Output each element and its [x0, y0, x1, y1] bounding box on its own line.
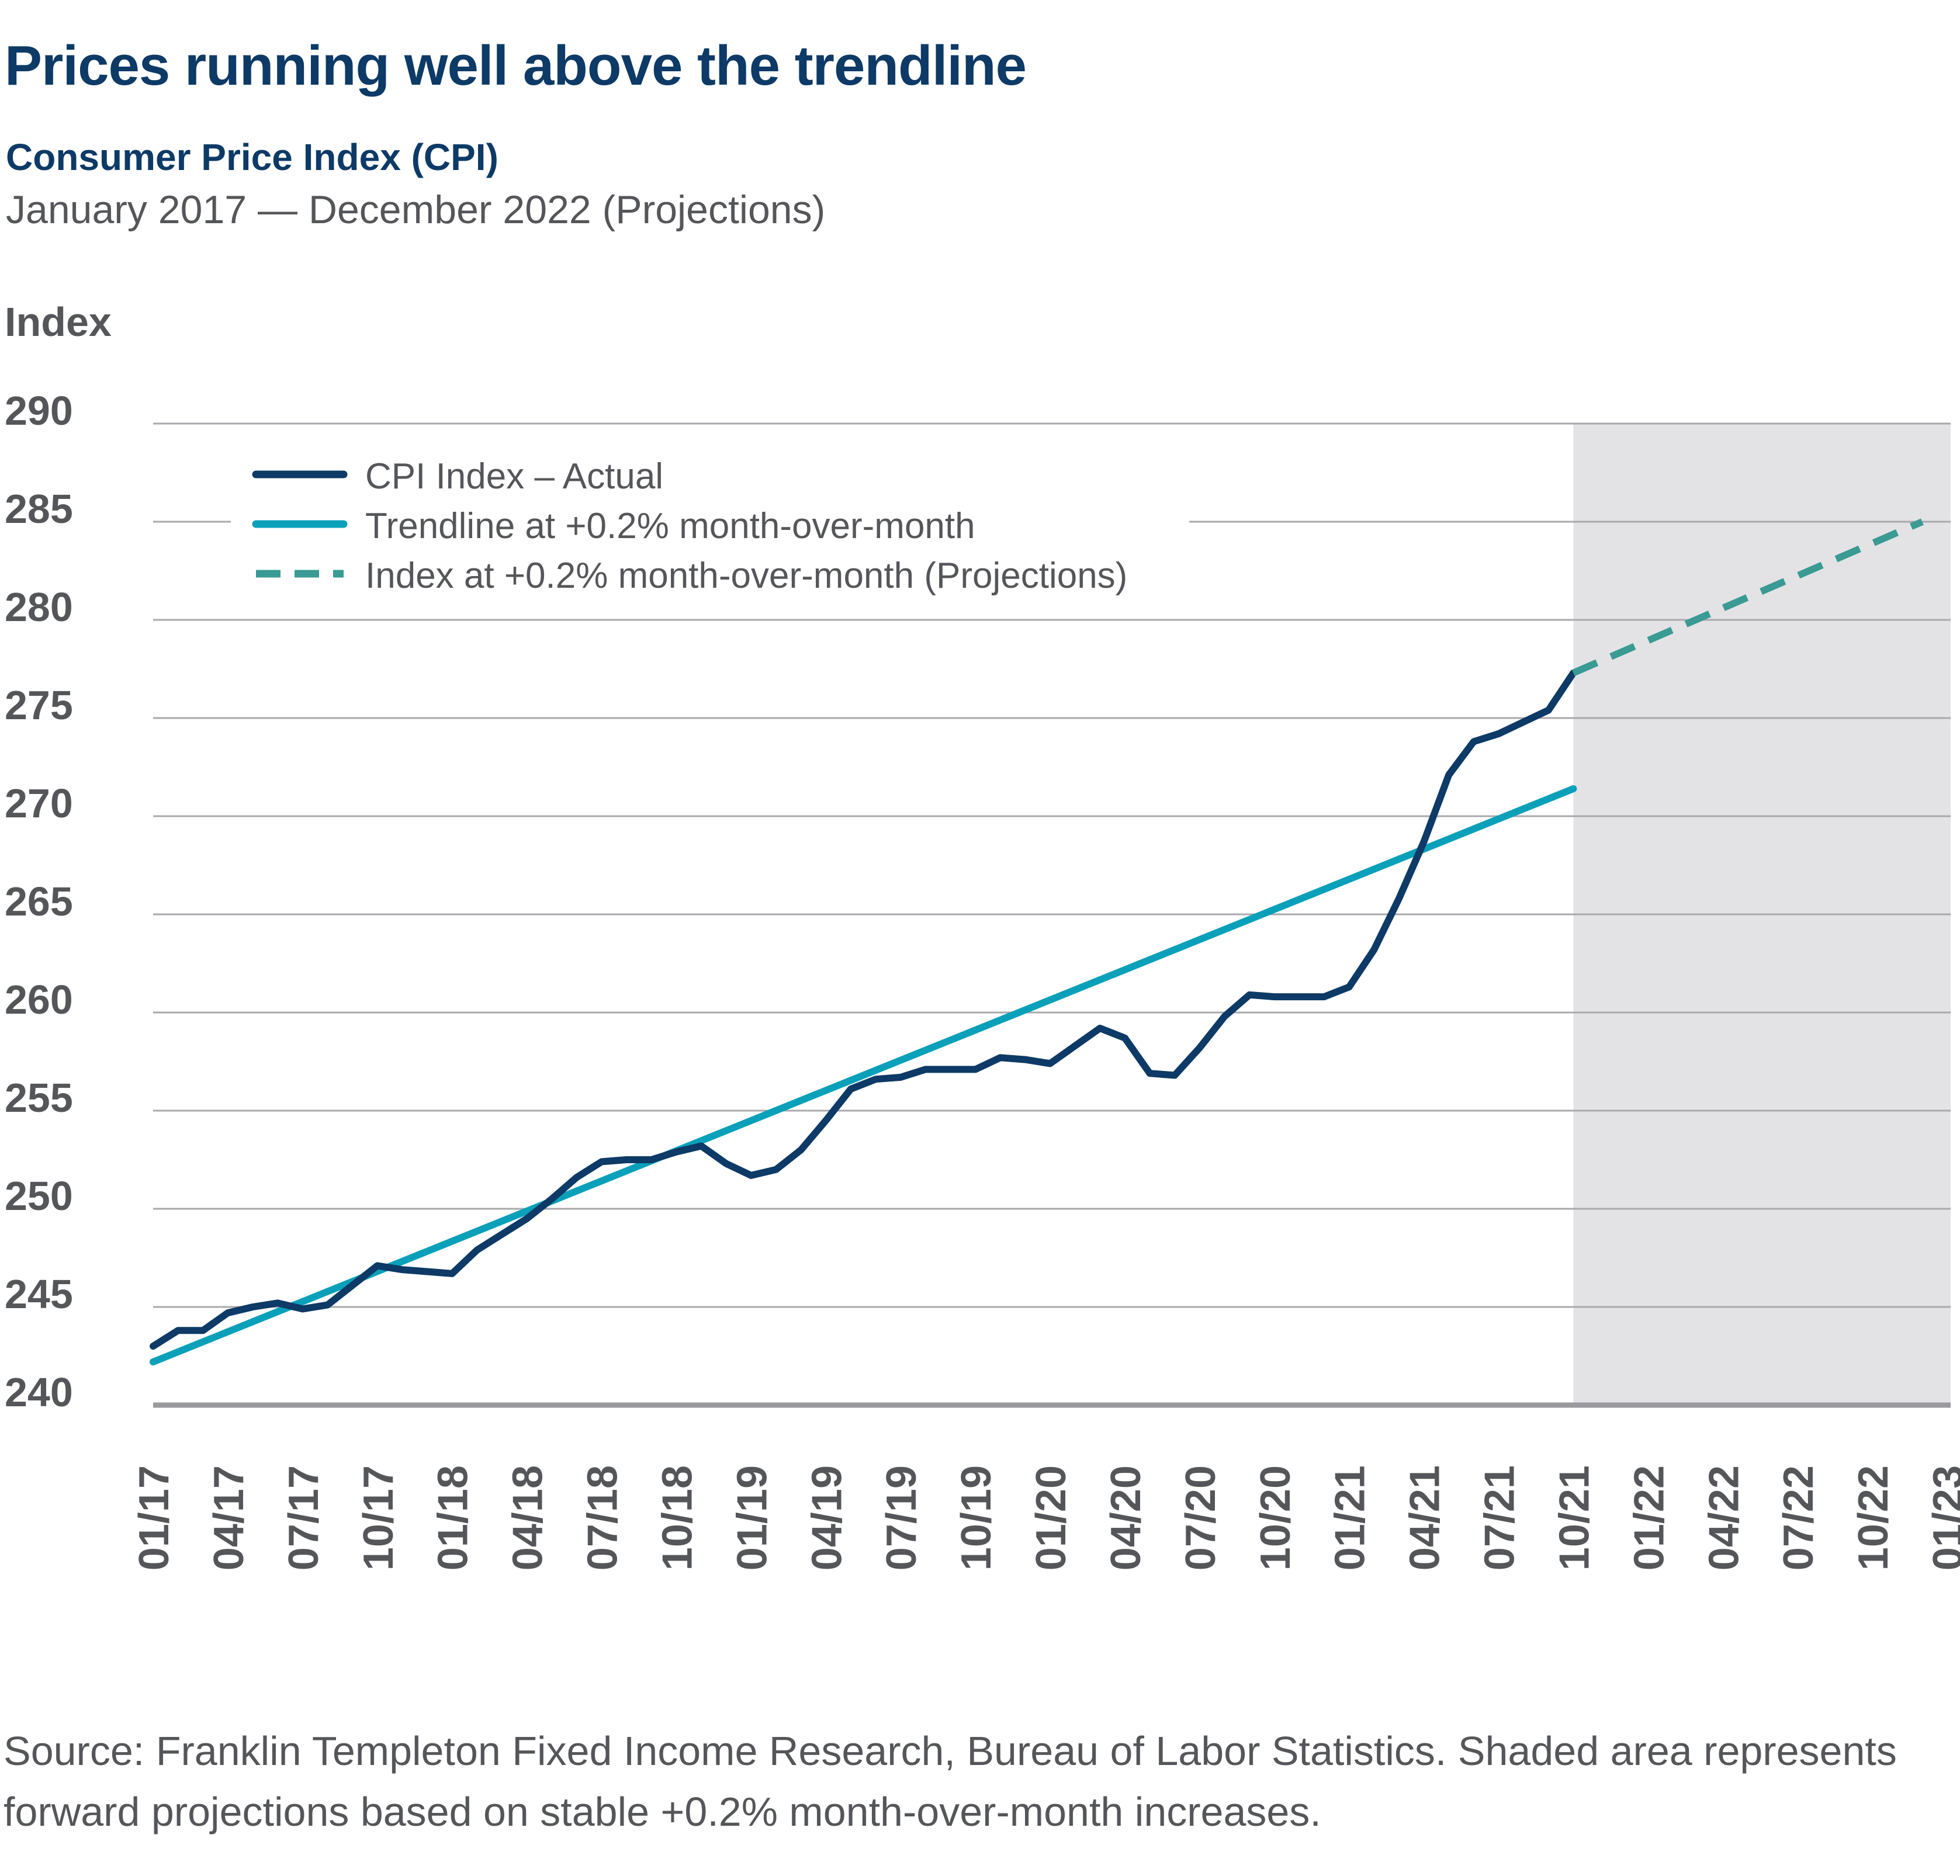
legend-background	[231, 444, 1189, 596]
x-tick-label: 07/21	[1477, 1465, 1523, 1570]
x-tick-label: 10/21	[1551, 1465, 1598, 1570]
x-tick-label: 04/21	[1402, 1465, 1449, 1570]
x-tick-label: 10/18	[654, 1465, 701, 1570]
legend-label: Index at +0.2% month-over-month (Project…	[365, 556, 1127, 596]
y-tick-label: 270	[5, 781, 73, 826]
x-tick-label: 07/17	[281, 1465, 327, 1570]
chart-subtitle: Consumer Price Index (CPI)	[6, 136, 498, 178]
y-tick-label: 280	[5, 584, 73, 630]
legend: CPI Index – Actual Trendline at +0.2% mon…	[231, 444, 1189, 596]
x-tick-label: 01/23	[1925, 1465, 1960, 1570]
series-lines	[150, 518, 1924, 1366]
x-tick-label: 07/22	[1775, 1465, 1822, 1570]
x-tick-label: 07/19	[878, 1465, 925, 1570]
date-range: January 2017 — December 2022 (Projection…	[6, 188, 826, 232]
x-tick-label: 01/20	[1028, 1465, 1075, 1570]
y-tick-label: 265	[5, 879, 73, 924]
y-tick-labels: 290 285 280 275 270 265 260 255 250 245 240	[5, 388, 73, 1415]
y-tick-label: 245	[5, 1271, 73, 1317]
x-tick-label: 10/22	[1850, 1465, 1897, 1570]
y-tick-label: 250	[5, 1173, 73, 1219]
y-tick-label: 290	[5, 388, 73, 434]
y-tick-label: 285	[5, 486, 73, 532]
y-axis-label: Index	[5, 299, 112, 345]
x-tick-label: 10/19	[953, 1465, 1000, 1570]
x-tick-label: 04/18	[505, 1465, 552, 1570]
cpi-actual-line	[150, 669, 1577, 1350]
x-tick-labels: 01/17 04/17 07/17 10/17 01/18 04/18 07/18 10/18…	[131, 1465, 1960, 1570]
y-tick-label: 275	[5, 682, 73, 728]
x-tick-label: 04/19	[804, 1465, 850, 1570]
x-tick-label: 01/21	[1327, 1465, 1374, 1570]
y-tick-label: 255	[5, 1075, 73, 1121]
x-tick-label: 01/22	[1626, 1465, 1672, 1570]
cpi-chart: Index 290285280275270265260255250245240 …	[5, 299, 1960, 1570]
x-tick-label: 01/18	[430, 1465, 477, 1570]
x-tick-label: 01/19	[729, 1465, 775, 1570]
chart-title: Prices running well above the trendline	[5, 34, 1027, 97]
legend-label: Trendline at +0.2% month-over-month	[365, 506, 975, 546]
y-tick-label: 260	[5, 977, 73, 1022]
y-tick-label: 240	[5, 1369, 73, 1415]
x-tick-label: 07/18	[580, 1465, 626, 1570]
projection-line	[1572, 518, 1924, 677]
x-tick-label: 04/17	[206, 1465, 252, 1570]
x-tick-label: 07/20	[1178, 1465, 1224, 1570]
x-tick-label: 01/17	[131, 1465, 178, 1570]
x-tick-label: 04/20	[1103, 1465, 1149, 1570]
x-tick-label: 10/20	[1252, 1465, 1299, 1570]
x-tick-label: 04/22	[1701, 1465, 1747, 1570]
x-tick-label: 10/17	[355, 1465, 402, 1570]
source-note: Source: Franklin Templeton Fixed Income …	[4, 1728, 1897, 1835]
legend-label: CPI Index – Actual	[365, 456, 663, 497]
